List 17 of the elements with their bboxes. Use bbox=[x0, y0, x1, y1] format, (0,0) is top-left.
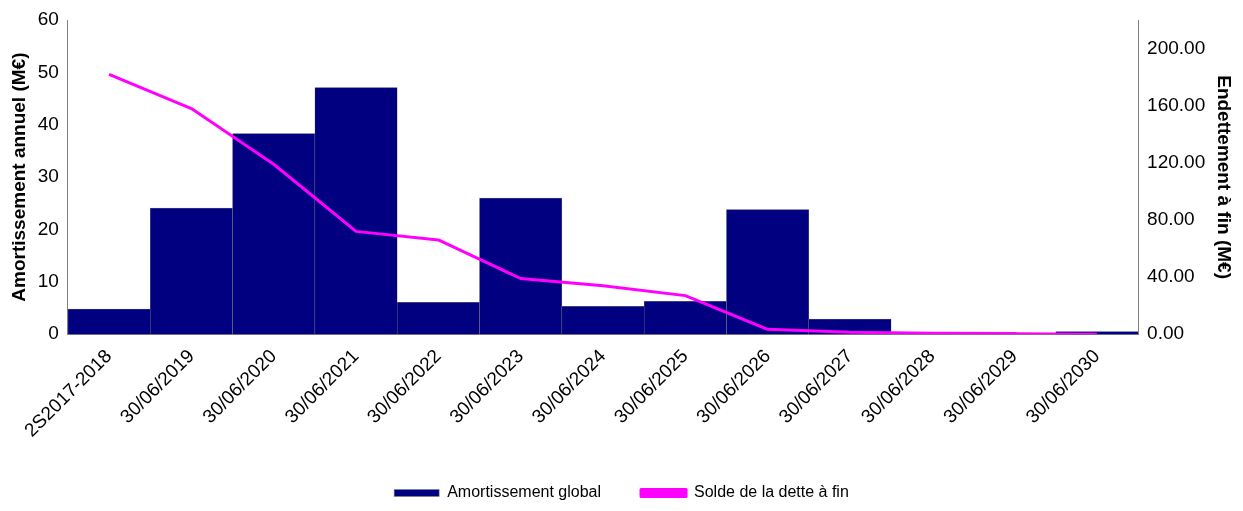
y2-tick-label: 160.00 bbox=[1147, 93, 1206, 115]
legend-label: Solde de la dette à fin bbox=[694, 483, 849, 501]
y2-tick-label: 120.00 bbox=[1147, 151, 1206, 173]
y2-tick-label: 0.00 bbox=[1147, 322, 1185, 344]
y2-tick-label: 80.00 bbox=[1147, 208, 1195, 230]
y-tick-label: 0 bbox=[48, 322, 59, 344]
legend-label: Amortissement global bbox=[447, 483, 602, 501]
y-tick-label: 30 bbox=[37, 165, 59, 187]
y-axis-title: Amortissement annuel (M€) bbox=[7, 52, 29, 302]
y-tick-label: 50 bbox=[37, 60, 59, 82]
y-tick-label: 60 bbox=[37, 8, 59, 30]
y-tick-label: 20 bbox=[37, 217, 59, 239]
y2-axis-title: Endettement à fin (M€) bbox=[1214, 75, 1236, 279]
y2-tick-label: 40.00 bbox=[1147, 265, 1195, 287]
y-tick-label: 40 bbox=[37, 112, 59, 134]
y2-tick-label: 200.00 bbox=[1147, 36, 1206, 58]
y-tick-label: 10 bbox=[37, 270, 59, 292]
